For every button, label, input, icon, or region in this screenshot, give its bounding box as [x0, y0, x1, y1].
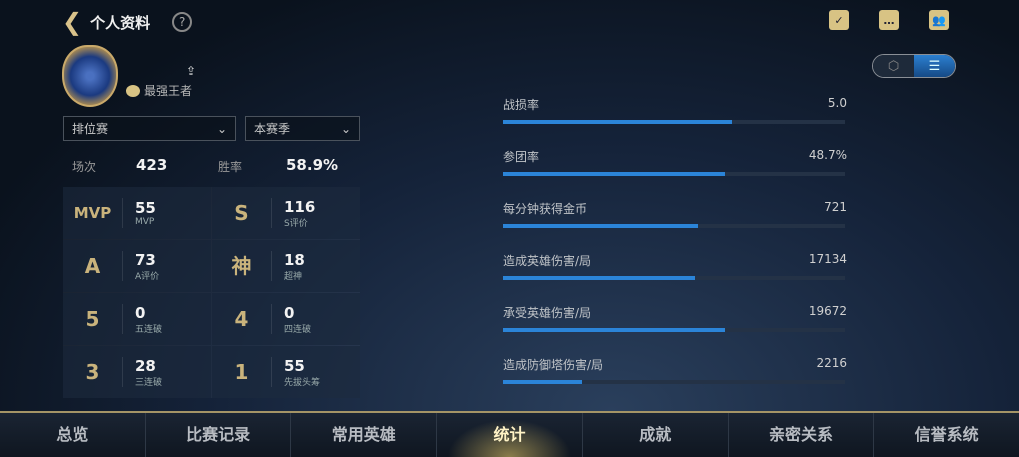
nav-tab[interactable]: 比赛记录 [146, 413, 292, 457]
list-view-icon[interactable]: ☰ [914, 55, 955, 77]
stat-value: 721 [824, 200, 847, 214]
view-toggle[interactable]: ⬡ ☰ [872, 54, 956, 78]
stat-bar-fill [503, 328, 726, 332]
badge-icon: A [63, 251, 123, 281]
badge-cell: MVP 55 MVP [63, 187, 211, 239]
badge-value: 55 [135, 199, 156, 217]
stat-label: 参团率 [503, 150, 540, 164]
chat-icon[interactable]: … [879, 10, 899, 30]
stat-bar [503, 120, 845, 124]
stat-bar [503, 276, 845, 280]
season-value: 本赛季 [254, 122, 291, 136]
stat-bar-fill [503, 380, 582, 384]
badge-icon: 神 [212, 251, 272, 281]
stat-bar [503, 172, 845, 176]
badge-value: 116 [284, 197, 316, 216]
mode-value: 排位赛 [72, 122, 109, 136]
nav-tab[interactable]: 成就 [583, 413, 729, 457]
badge-cell: 4 0 四连破 [212, 293, 360, 345]
badge-cell: A 73 A评价 [63, 240, 211, 292]
badge-label: 先拔头筹 [284, 377, 321, 388]
stat-value: 5.0 [827, 96, 847, 110]
badge-label: 三连破 [135, 377, 163, 388]
games-label: 场次 [72, 160, 97, 174]
help-icon[interactable]: ? [172, 12, 193, 32]
stat-label: 承受英雄伤害/局 [503, 306, 592, 320]
back-chevron-icon[interactable]: ❮ [62, 8, 83, 36]
stat-bar [503, 380, 845, 384]
nav-tab[interactable]: 亲密关系 [729, 413, 875, 457]
rank-label: 最强王者 [126, 82, 192, 99]
stat-bar-fill [503, 276, 695, 280]
badge-icon: 5 [63, 304, 123, 334]
badge-label: 四连破 [284, 324, 312, 335]
stat-value: 2216 [816, 356, 847, 370]
nav-tab[interactable]: 信誉系统 [914, 425, 979, 444]
stat-row: 造成防御塔伤害/局 2216 [503, 356, 847, 384]
badge-cell: 3 28 三连破 [63, 346, 211, 398]
badge-icon: S [212, 198, 272, 228]
badge-icon: 4 [212, 304, 272, 334]
task-icon[interactable]: ✓ [829, 10, 849, 30]
winrate-value: 58.9% [286, 156, 339, 174]
badge-label: 超神 [284, 271, 303, 282]
rank-icon [126, 84, 140, 97]
badge-value: 55 [284, 356, 305, 375]
bottom-nav: 总览 比赛记录 常用英雄 统计 成就 亲密关系 信誉系统 [0, 411, 1019, 457]
friends-icon[interactable]: 👥 [929, 10, 949, 30]
stat-value: 17134 [808, 252, 847, 266]
badge-value: 0 [284, 303, 295, 322]
share-icon[interactable]: ⇪ [186, 64, 197, 78]
games-value: 423 [136, 156, 168, 174]
badge-value: 18 [284, 250, 305, 269]
nav-tab[interactable]: 常用英雄 [291, 413, 438, 457]
nav-tab[interactable]: 总览 [0, 413, 146, 457]
badge-icon: 1 [212, 357, 272, 387]
badge-label: A评价 [135, 271, 160, 282]
mode-dropdown[interactable]: 排位赛 ⌄ [63, 116, 236, 141]
stat-bar-fill [503, 120, 733, 124]
season-dropdown[interactable]: 本赛季 ⌄ [245, 116, 360, 141]
stat-label: 造成防御塔伤害/局 [503, 358, 604, 372]
badge-cell: 1 55 先拔头筹 [212, 346, 360, 398]
header: ❮ 个人资料 ? [62, 8, 193, 36]
badge-cell: S 116 S评价 [212, 187, 360, 239]
badge-label: 五连破 [135, 324, 163, 335]
stat-bar-fill [503, 224, 698, 228]
stat-label: 每分钟获得金币 [503, 202, 588, 216]
stat-value: 19672 [808, 304, 847, 318]
badge-cell: 神 18 超神 [212, 240, 360, 292]
rank-text: 最强王者 [144, 84, 193, 98]
stat-label: 造成英雄伤害/局 [503, 254, 592, 268]
badge-label: MVP [135, 217, 155, 227]
stat-bar [503, 224, 845, 228]
stat-bar [503, 328, 845, 332]
stat-row: 每分钟获得金币 721 [503, 200, 847, 228]
badge-value: 28 [135, 356, 156, 375]
badge-cell: 5 0 五连破 [63, 293, 211, 345]
stat-row: 参团率 48.7% [503, 148, 847, 176]
stat-row: 承受英雄伤害/局 19672 [503, 304, 847, 332]
hexagon-view-icon[interactable]: ⬡ [873, 55, 914, 77]
badge-value: 73 [135, 250, 156, 269]
badge-icon: MVP [63, 198, 123, 228]
stat-row: 造成英雄伤害/局 17134 [503, 252, 847, 280]
chevron-down-icon: ⌄ [340, 121, 351, 136]
stat-bar-fill [503, 172, 726, 176]
badge-value: 0 [135, 303, 146, 322]
stat-row: 战损率 5.0 [503, 96, 847, 124]
page-title: 个人资料 [90, 13, 151, 32]
chevron-down-icon: ⌄ [216, 121, 227, 136]
rank-emblem-avatar[interactable] [62, 45, 118, 107]
badge-icon: 3 [63, 357, 123, 387]
nav-tab[interactable]: 统计 [437, 413, 583, 457]
stat-label: 战损率 [503, 98, 540, 112]
stat-value: 48.7% [808, 148, 847, 162]
winrate-label: 胜率 [218, 160, 243, 174]
badge-label: S评价 [284, 218, 308, 229]
badge-grid: MVP 55 MVP S 116 S评价 A 73 A评价 神 18 超神 5 0 五连破… [63, 187, 360, 398]
